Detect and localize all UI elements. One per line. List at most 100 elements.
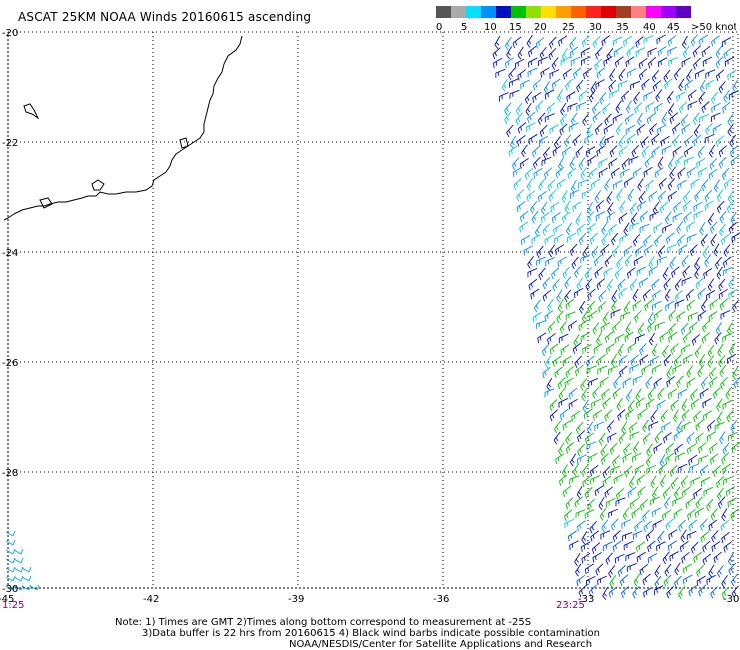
wind-barb-feather bbox=[647, 558, 650, 564]
wind-barb-feather bbox=[525, 111, 530, 116]
wind-barb bbox=[592, 111, 601, 119]
wind-barb bbox=[587, 300, 596, 309]
wind-barb bbox=[516, 189, 525, 197]
wind-barb bbox=[559, 321, 568, 330]
wind-barb-feather bbox=[592, 86, 596, 91]
wind-barb bbox=[632, 585, 640, 595]
note-line-2: 3)Data buffer is 22 hrs from 20160615 4)… bbox=[142, 628, 600, 639]
wind-barb-feather bbox=[569, 461, 574, 467]
wind-barb-feather bbox=[12, 584, 16, 591]
wind-barb bbox=[697, 310, 707, 317]
wind-barb-feather bbox=[650, 417, 654, 423]
legend-label: >50 knots bbox=[691, 22, 736, 32]
wind-barb bbox=[642, 419, 649, 429]
wind-barb bbox=[599, 507, 607, 517]
wind-barb-feather bbox=[549, 349, 552, 355]
wind-barb-feather bbox=[582, 383, 585, 388]
wind-barb-feather bbox=[626, 327, 631, 332]
wind-barb-feather bbox=[712, 129, 715, 135]
wind-barb bbox=[606, 48, 614, 57]
wind-barb bbox=[601, 222, 608, 231]
wind-barb bbox=[617, 343, 624, 353]
wind-barb-feather bbox=[555, 426, 559, 431]
wind-barb-feather bbox=[719, 501, 723, 506]
wind-barb-feather bbox=[573, 262, 577, 267]
wind-barb-feather bbox=[606, 118, 609, 123]
wind-barb-feather bbox=[729, 152, 733, 158]
wind-barb bbox=[676, 221, 684, 230]
wind-barb-feather bbox=[656, 313, 658, 318]
wind-barb bbox=[660, 409, 668, 419]
wind-barb bbox=[631, 144, 640, 153]
wind-barb-feather bbox=[723, 54, 726, 60]
wind-barb bbox=[700, 234, 708, 243]
wind-barb-feather bbox=[655, 446, 658, 452]
wind-barb bbox=[526, 122, 536, 128]
wind-barb-feather bbox=[672, 482, 676, 487]
wind-barb bbox=[668, 529, 678, 536]
wind-barb-feather bbox=[524, 99, 528, 104]
wind-barb-feather bbox=[604, 317, 608, 321]
wind-barb-feather bbox=[565, 439, 569, 445]
wind-barb-feather bbox=[647, 381, 651, 386]
wind-barb-feather bbox=[732, 512, 735, 518]
wind-barb-feather bbox=[580, 94, 583, 99]
wind-barb-feather bbox=[684, 152, 686, 158]
wind-barb bbox=[731, 573, 738, 583]
wind-barb-feather bbox=[605, 183, 609, 188]
wind-barb-feather bbox=[606, 271, 608, 276]
wind-barb-feather bbox=[727, 392, 731, 397]
wind-barb-feather bbox=[604, 337, 608, 343]
wind-barb-feather bbox=[704, 325, 707, 330]
wind-barb-feather bbox=[507, 61, 510, 66]
wind-barb bbox=[555, 244, 565, 251]
wind-barb-feather bbox=[535, 305, 539, 310]
wind-barb bbox=[666, 90, 674, 100]
wind-barb-feather bbox=[594, 129, 598, 135]
wind-barb bbox=[557, 89, 564, 99]
wind-barb-feather bbox=[609, 152, 613, 158]
wind-barb-feather bbox=[683, 218, 686, 224]
wind-barb bbox=[676, 311, 686, 318]
wind-barb-feather bbox=[624, 512, 628, 517]
wind-barb-feather bbox=[516, 141, 520, 147]
wind-barb-feather bbox=[667, 523, 671, 528]
wind-barb-feather bbox=[622, 427, 627, 431]
wind-barb-feather bbox=[613, 295, 617, 300]
wind-barb bbox=[689, 463, 700, 469]
wind-barb bbox=[641, 145, 650, 154]
wind-barb bbox=[647, 47, 658, 53]
wind-barb-feather bbox=[532, 317, 535, 323]
wind-barb bbox=[566, 222, 573, 232]
wind-barb bbox=[674, 278, 682, 287]
wind-barb-feather bbox=[564, 208, 569, 214]
wind-barb bbox=[564, 509, 573, 517]
wind-barb bbox=[564, 134, 572, 143]
wind-barb-feather bbox=[614, 326, 617, 331]
wind-barb-feather bbox=[667, 371, 672, 376]
wind-barb-feather bbox=[580, 175, 584, 180]
wind-barb bbox=[565, 431, 573, 441]
wind-barb bbox=[627, 486, 637, 494]
wind-barb-feather bbox=[690, 184, 693, 190]
wind-barb bbox=[512, 157, 520, 166]
wind-barb-feather bbox=[553, 239, 556, 245]
wind-barb-feather bbox=[611, 307, 615, 313]
wind-barb-feather bbox=[695, 139, 698, 144]
wind-barb-feather bbox=[667, 546, 670, 552]
wind-barb bbox=[637, 200, 647, 207]
wind-barb-feather bbox=[600, 503, 604, 507]
wind-barb-feather bbox=[722, 469, 725, 475]
wind-barb bbox=[551, 212, 561, 219]
wind-barb-feather bbox=[565, 359, 567, 364]
wind-barb-feather bbox=[647, 105, 650, 110]
wind-barb-feather bbox=[572, 118, 576, 123]
wind-barb bbox=[588, 453, 598, 459]
wind-barb-feather bbox=[582, 253, 586, 259]
wind-barb bbox=[544, 167, 553, 175]
wind-barb-feather bbox=[677, 159, 680, 164]
wind-barb bbox=[649, 211, 660, 217]
wind-barb bbox=[615, 100, 622, 110]
wind-barb bbox=[545, 113, 555, 118]
wind-barb-feather bbox=[609, 76, 613, 82]
